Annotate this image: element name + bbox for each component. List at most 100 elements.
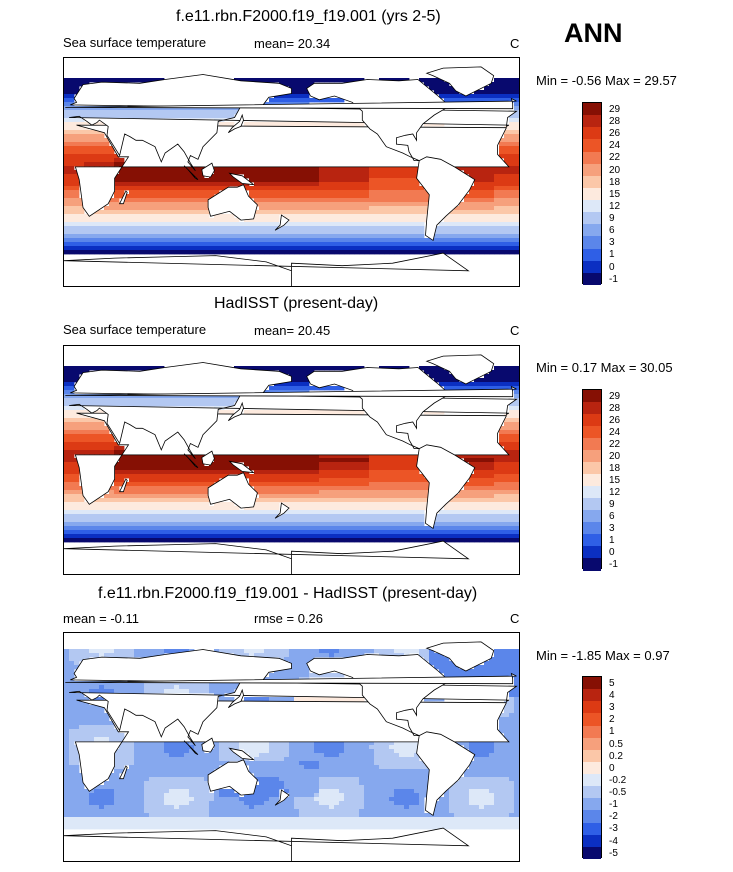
colorbar-segment [583,127,601,140]
colorbar-segment [583,737,601,751]
colorbar-box [582,389,602,571]
colorbar-segment [583,749,601,763]
colorbar-tick-label: 22 [609,152,621,164]
panel-3-title: f.e11.rbn.F2000.f19_f19.001 - HadISST (p… [98,585,478,602]
colorbar-segment [583,522,601,535]
colorbar-segment [583,761,601,775]
colorbar-segment [583,224,601,237]
colorbar-segment [583,426,601,439]
colorbar-segment [583,546,601,559]
colorbar-tick-label: 22 [609,438,621,450]
colorbar-box [582,676,602,860]
colorbar-segment [583,558,601,571]
colorbar-tick-label: 26 [609,414,621,426]
colorbar-tick-label: 29 [609,390,621,402]
colorbar-segment [583,450,601,463]
colorbar-tick-label: 18 [609,176,621,188]
colorbar-tick-label: 1 [609,534,615,546]
colorbar-segment [583,474,601,487]
colorbar-tick-label: 3 [609,237,615,249]
colorbar-segment [583,786,601,799]
colorbar-tick-label: 6 [609,510,615,522]
colorbar-box [582,102,602,286]
panel-2-variable-label: Sea surface temperature [63,322,207,337]
colorbar-tick-label: 0 [609,546,615,558]
coastlines [64,354,519,574]
ocean-field [64,366,519,543]
colorbar-tick-label: 24 [609,426,621,438]
colorbar-tick-label: -3 [609,823,618,835]
panel-2-unit: C [510,323,520,338]
colorbar-segment [583,774,601,787]
colorbar-tick-label: -1 [609,273,618,285]
panel-1-map-svg [64,66,519,286]
panel-2-mean-label: mean= 20.45 [254,323,331,338]
colorbar-tick-label: -2 [609,811,618,823]
colorbar-segment [583,390,601,403]
colorbar-segment [583,187,601,201]
panel-3-rmse-label: rmse = 0.26 [254,611,324,626]
colorbar-segment [583,713,601,727]
colorbar-tick-label: 28 [609,402,621,414]
ocean-field [64,78,519,255]
colorbar-tick-label: 4 [609,690,615,702]
colorbar-tick-label: 5 [609,677,615,689]
colorbar-segment [583,115,601,128]
colorbar-segment [583,151,601,165]
colorbar-segment [583,402,601,415]
colorbar-segment [583,462,601,475]
colorbar-segment [583,212,601,225]
colorbar-segment [583,798,601,811]
colorbar-tick-label: 1 [609,726,615,738]
colorbar-segment [583,498,601,511]
colorbar-segment [583,822,601,836]
colorbar-segment [583,438,601,451]
colorbar-tick-label: -0.5 [609,787,627,799]
colorbar-tick-label: 6 [609,225,615,237]
colorbar-segment [583,677,601,690]
panel-3-minmax: Min = -1.85 Max = 0.97 [536,648,670,663]
panel-2-colorbar: 29 28 26 24 22 20 18 15 12 9 6 3 1 0 -1 [582,389,620,571]
colorbar-segment [583,272,601,286]
colorbar-segment [583,534,601,547]
panel-1-minmax: Min = -0.56 Max = 29.57 [536,73,677,88]
panel-1-unit: C [510,36,520,51]
colorbar-segment [583,510,601,523]
colorbar-segment [583,200,601,213]
panel-2-minmax: Min = 0.17 Max = 30.05 [536,360,673,375]
colorbar-segment [583,725,601,739]
colorbar-tick-label: 9 [609,213,615,225]
colorbar-tick-label: 28 [609,116,621,128]
colorbar-tick-label: 3 [609,522,615,534]
colorbar-tick-label: -5 [609,847,618,859]
colorbar-tick-label: 0 [609,261,615,273]
colorbar-segment [583,689,601,702]
colorbar-segment [583,414,601,427]
colorbar-tick-label: 15 [609,188,621,200]
colorbar-segment [583,810,601,824]
panel-1-map [63,57,520,287]
colorbar-tick-label: 0 [609,762,615,774]
colorbar-tick-label: 12 [609,200,621,212]
colorbar-tick-label: 20 [609,450,621,462]
colorbar-tick-label: 29 [609,103,621,115]
colorbar-tick-label: -1 [609,558,618,570]
panel-1-title: f.e11.rbn.F2000.f19_f19.001 (yrs 2-5) [176,8,441,25]
colorbar-segment [583,175,601,189]
colorbar-segment [583,846,601,860]
colorbar-tick-label: 0.2 [609,750,623,762]
colorbar-segment [583,236,601,250]
colorbar-segment [583,103,601,116]
colorbar-segment [583,486,601,499]
colorbar-segment [583,701,601,714]
panel-1-variable-label: Sea surface temperature [63,35,207,50]
colorbar-tick-label: 12 [609,486,621,498]
colorbar-tick-label: 20 [609,164,621,176]
colorbar-tick-label: -1 [609,799,618,811]
panel-3-map-svg [64,641,519,861]
panel-3-mean-label: mean = -0.11 [63,611,140,626]
panel-2-map [63,345,520,575]
panel-3-map [63,632,520,862]
panel-3-unit: C [510,611,520,626]
colorbar-segment [583,139,601,153]
